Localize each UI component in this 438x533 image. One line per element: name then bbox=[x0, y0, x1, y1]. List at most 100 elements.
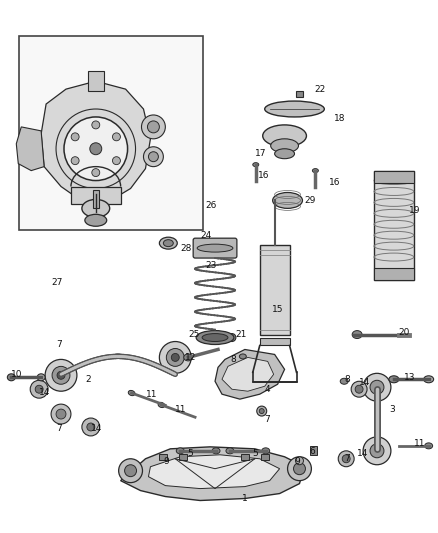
Ellipse shape bbox=[296, 457, 304, 465]
Circle shape bbox=[52, 366, 70, 384]
Text: 28: 28 bbox=[180, 244, 191, 253]
Text: 5: 5 bbox=[252, 449, 258, 458]
Text: 13: 13 bbox=[404, 373, 415, 382]
Bar bbox=[374, 268, 414, 280]
Text: 12: 12 bbox=[185, 353, 197, 362]
Circle shape bbox=[113, 157, 120, 165]
Text: 9: 9 bbox=[163, 457, 169, 466]
Circle shape bbox=[87, 423, 95, 431]
FancyBboxPatch shape bbox=[193, 238, 237, 258]
Circle shape bbox=[71, 133, 79, 141]
Ellipse shape bbox=[128, 390, 135, 395]
Text: 14: 14 bbox=[357, 449, 368, 458]
Text: 14: 14 bbox=[359, 378, 371, 387]
Circle shape bbox=[363, 437, 391, 465]
Bar bbox=[260, 337, 290, 345]
Bar bbox=[88, 71, 104, 91]
Ellipse shape bbox=[389, 376, 399, 383]
Text: 14: 14 bbox=[91, 424, 102, 433]
Bar bbox=[179, 454, 187, 460]
Circle shape bbox=[351, 381, 367, 397]
Bar bbox=[311, 446, 318, 455]
Text: 17: 17 bbox=[255, 149, 266, 158]
Ellipse shape bbox=[202, 334, 228, 342]
Circle shape bbox=[159, 342, 191, 373]
Bar bbox=[241, 454, 249, 460]
Circle shape bbox=[342, 455, 350, 463]
Text: 3: 3 bbox=[389, 405, 395, 414]
Ellipse shape bbox=[226, 448, 234, 454]
Text: 7: 7 bbox=[344, 454, 350, 463]
Polygon shape bbox=[148, 455, 279, 489]
Ellipse shape bbox=[263, 125, 307, 147]
Ellipse shape bbox=[176, 448, 184, 454]
Ellipse shape bbox=[212, 448, 220, 454]
Circle shape bbox=[45, 359, 77, 391]
Polygon shape bbox=[222, 358, 274, 391]
Ellipse shape bbox=[253, 163, 259, 167]
Text: 20: 20 bbox=[399, 328, 410, 337]
Text: 11: 11 bbox=[175, 405, 187, 414]
Ellipse shape bbox=[425, 443, 433, 449]
Ellipse shape bbox=[228, 334, 236, 342]
Circle shape bbox=[148, 152, 159, 161]
Circle shape bbox=[288, 457, 311, 481]
Text: 8: 8 bbox=[230, 355, 236, 364]
Polygon shape bbox=[215, 350, 285, 399]
Text: 7: 7 bbox=[265, 415, 270, 424]
Ellipse shape bbox=[257, 406, 267, 416]
Text: 16: 16 bbox=[329, 178, 341, 187]
Bar bbox=[159, 454, 167, 460]
Bar bbox=[19, 36, 203, 230]
Text: 15: 15 bbox=[272, 305, 283, 314]
Text: 5: 5 bbox=[187, 449, 193, 458]
Ellipse shape bbox=[240, 354, 246, 359]
Ellipse shape bbox=[163, 240, 173, 247]
Circle shape bbox=[144, 147, 163, 167]
Text: 11: 11 bbox=[414, 439, 425, 448]
Bar bbox=[374, 171, 414, 182]
Text: 6: 6 bbox=[309, 447, 315, 456]
Polygon shape bbox=[41, 81, 150, 200]
Ellipse shape bbox=[259, 409, 264, 414]
Text: 1: 1 bbox=[242, 494, 248, 503]
Ellipse shape bbox=[197, 244, 233, 252]
Circle shape bbox=[64, 117, 127, 181]
Text: 11: 11 bbox=[145, 390, 157, 399]
Ellipse shape bbox=[7, 374, 15, 381]
Polygon shape bbox=[16, 127, 44, 171]
Circle shape bbox=[92, 168, 100, 176]
Circle shape bbox=[171, 353, 179, 361]
Circle shape bbox=[82, 418, 100, 436]
Text: 4: 4 bbox=[265, 385, 270, 394]
Text: 22: 22 bbox=[314, 85, 325, 94]
Circle shape bbox=[124, 465, 137, 477]
Text: 8: 8 bbox=[344, 375, 350, 384]
Text: 14: 14 bbox=[39, 387, 50, 397]
Circle shape bbox=[141, 115, 165, 139]
Text: 2: 2 bbox=[86, 375, 92, 384]
Polygon shape bbox=[120, 447, 304, 500]
Text: 26: 26 bbox=[205, 201, 216, 210]
Circle shape bbox=[370, 444, 384, 458]
Circle shape bbox=[293, 463, 305, 475]
Circle shape bbox=[166, 349, 184, 366]
Circle shape bbox=[363, 373, 391, 401]
Bar bbox=[93, 190, 99, 208]
Circle shape bbox=[51, 404, 71, 424]
Ellipse shape bbox=[352, 330, 362, 338]
Ellipse shape bbox=[424, 376, 434, 383]
Ellipse shape bbox=[262, 448, 270, 454]
Ellipse shape bbox=[159, 237, 177, 249]
Text: 24: 24 bbox=[200, 231, 212, 240]
Text: 10: 10 bbox=[11, 370, 23, 379]
Bar bbox=[71, 187, 120, 204]
Ellipse shape bbox=[275, 149, 294, 159]
Text: 21: 21 bbox=[235, 330, 246, 339]
Circle shape bbox=[113, 133, 120, 141]
Circle shape bbox=[119, 459, 142, 482]
Text: 29: 29 bbox=[304, 196, 316, 205]
Ellipse shape bbox=[340, 378, 348, 384]
Circle shape bbox=[57, 372, 65, 379]
Ellipse shape bbox=[37, 374, 45, 381]
